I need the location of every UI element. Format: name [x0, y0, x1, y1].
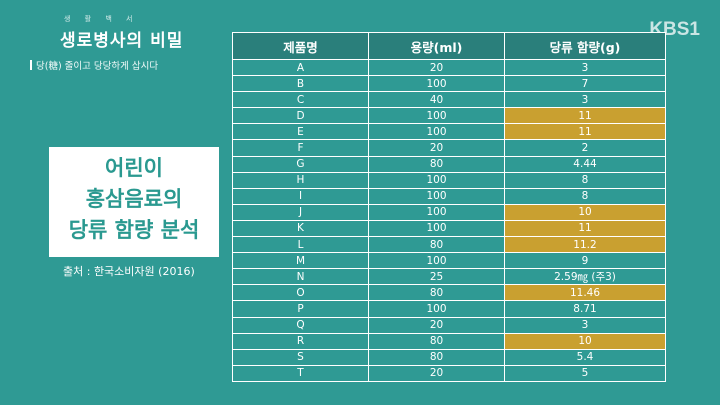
table-row: A 20 3 — [232, 58, 666, 77]
table-row: T 20 5 — [232, 364, 666, 382]
product-cell: A — [232, 58, 369, 77]
product-cell: R — [232, 332, 369, 350]
product-cell: I — [232, 187, 369, 205]
source-caption: 출처 : 한국소비자원 (2016) — [63, 265, 195, 278]
volume-cell: 20 — [368, 139, 505, 157]
product-cell: B — [232, 75, 369, 93]
sugar-cell: 3 — [504, 58, 666, 77]
sugar-cell: 11 — [504, 107, 666, 125]
table-row: O 80 11.46 — [232, 284, 666, 302]
product-cell: J — [232, 203, 369, 221]
volume-cell: 100 — [368, 107, 505, 125]
volume-cell: 100 — [368, 203, 505, 221]
volume-cell: 20 — [368, 316, 505, 334]
sugar-cell: 11 — [504, 123, 666, 141]
product-cell: G — [232, 155, 369, 173]
sugar-cell: 2.59㎎ (주3) — [504, 268, 666, 286]
table-row: S 80 5.4 — [232, 348, 666, 366]
volume-cell: 80 — [368, 155, 505, 173]
sugar-cell: 11.2 — [504, 236, 666, 254]
sugar-cell: 8.71 — [504, 300, 666, 318]
volume-cell: 80 — [368, 236, 505, 254]
title-line-1: 어린이 — [105, 156, 163, 180]
logo-ruby-text: 생 활 백 서 — [64, 15, 139, 23]
sugar-cell: 8 — [504, 171, 666, 189]
episode-subtitle: 당(糖) 줄이고 당당하게 삽시다 — [30, 58, 158, 72]
product-cell: F — [232, 139, 369, 157]
product-cell: T — [232, 364, 369, 382]
product-cell: E — [232, 123, 369, 141]
sugar-cell: 8 — [504, 187, 666, 205]
sugar-cell: 9 — [504, 252, 666, 270]
volume-cell: 80 — [368, 332, 505, 350]
table-row: G 80 4.44 — [232, 155, 666, 173]
table-row: P 100 8.71 — [232, 300, 666, 318]
sugar-cell: 11.46 — [504, 284, 666, 302]
product-cell: Q — [232, 316, 369, 334]
volume-cell: 100 — [368, 75, 505, 93]
table-row: R 80 10 — [232, 332, 666, 350]
sugar-cell: 10 — [504, 203, 666, 221]
volume-cell: 25 — [368, 268, 505, 286]
table-row: B 100 7 — [232, 75, 666, 93]
sugar-cell: 2 — [504, 139, 666, 157]
sugar-cell: 3 — [504, 91, 666, 109]
sugar-cell: 7 — [504, 75, 666, 93]
product-cell: P — [232, 300, 369, 318]
product-cell: N — [232, 268, 369, 286]
table-row: L 80 11.2 — [232, 236, 666, 254]
header-product: 제품명 — [232, 32, 369, 60]
title-line-2: 홍삼음료의 — [85, 187, 183, 211]
sugar-content-table: 제품명 용량(ml) 당류 함량(g) A 20 3 B 100 7 C 40 3 D 100 11 E… — [232, 32, 666, 382]
product-cell: S — [232, 348, 369, 366]
table-row: I 100 8 — [232, 187, 666, 205]
sugar-cell: 10 — [504, 332, 666, 350]
table-row: F 20 2 — [232, 139, 666, 157]
table-row: Q 20 3 — [232, 316, 666, 334]
table-body: A 20 3 B 100 7 C 40 3 D 100 11 E 100 11 F 20 2 G 80 4.44 H 100… — [232, 58, 666, 382]
product-cell: D — [232, 107, 369, 125]
volume-cell: 100 — [368, 187, 505, 205]
table-row: K 100 11 — [232, 219, 666, 238]
product-cell: O — [232, 284, 369, 302]
table-row: H 100 8 — [232, 171, 666, 189]
volume-cell: 100 — [368, 123, 505, 141]
table-row: J 100 10 — [232, 203, 666, 221]
volume-cell: 20 — [368, 58, 505, 77]
title-card: 어린이 홍삼음료의 당류 함량 분석 — [49, 147, 219, 257]
sugar-cell: 4.44 — [504, 155, 666, 173]
table-row: C 40 3 — [232, 91, 666, 109]
product-cell: C — [232, 91, 369, 109]
volume-cell: 100 — [368, 219, 505, 238]
table-row: E 100 11 — [232, 123, 666, 141]
volume-cell: 20 — [368, 364, 505, 382]
product-cell: K — [232, 219, 369, 238]
table-row: M 100 9 — [232, 252, 666, 270]
title-line-3: 당류 함량 분석 — [68, 218, 200, 242]
table-header-row: 제품명 용량(ml) 당류 함량(g) — [232, 32, 666, 60]
volume-cell: 80 — [368, 348, 505, 366]
table-row: N 25 2.59㎎ (주3) — [232, 268, 666, 286]
volume-cell: 40 — [368, 91, 505, 109]
sugar-cell: 11 — [504, 219, 666, 238]
product-cell: L — [232, 236, 369, 254]
sugar-cell: 5 — [504, 364, 666, 382]
product-cell: M — [232, 252, 369, 270]
product-cell: H — [232, 171, 369, 189]
logo-main-text: 생로병사의 비밀 — [60, 31, 184, 51]
volume-cell: 100 — [368, 252, 505, 270]
table-row: D 100 11 — [232, 107, 666, 125]
header-volume: 용량(ml) — [368, 32, 505, 60]
header-sugar: 당류 함량(g) — [504, 32, 666, 60]
volume-cell: 100 — [368, 300, 505, 318]
volume-cell: 80 — [368, 284, 505, 302]
sugar-cell: 3 — [504, 316, 666, 334]
sugar-cell: 5.4 — [504, 348, 666, 366]
volume-cell: 100 — [368, 171, 505, 189]
